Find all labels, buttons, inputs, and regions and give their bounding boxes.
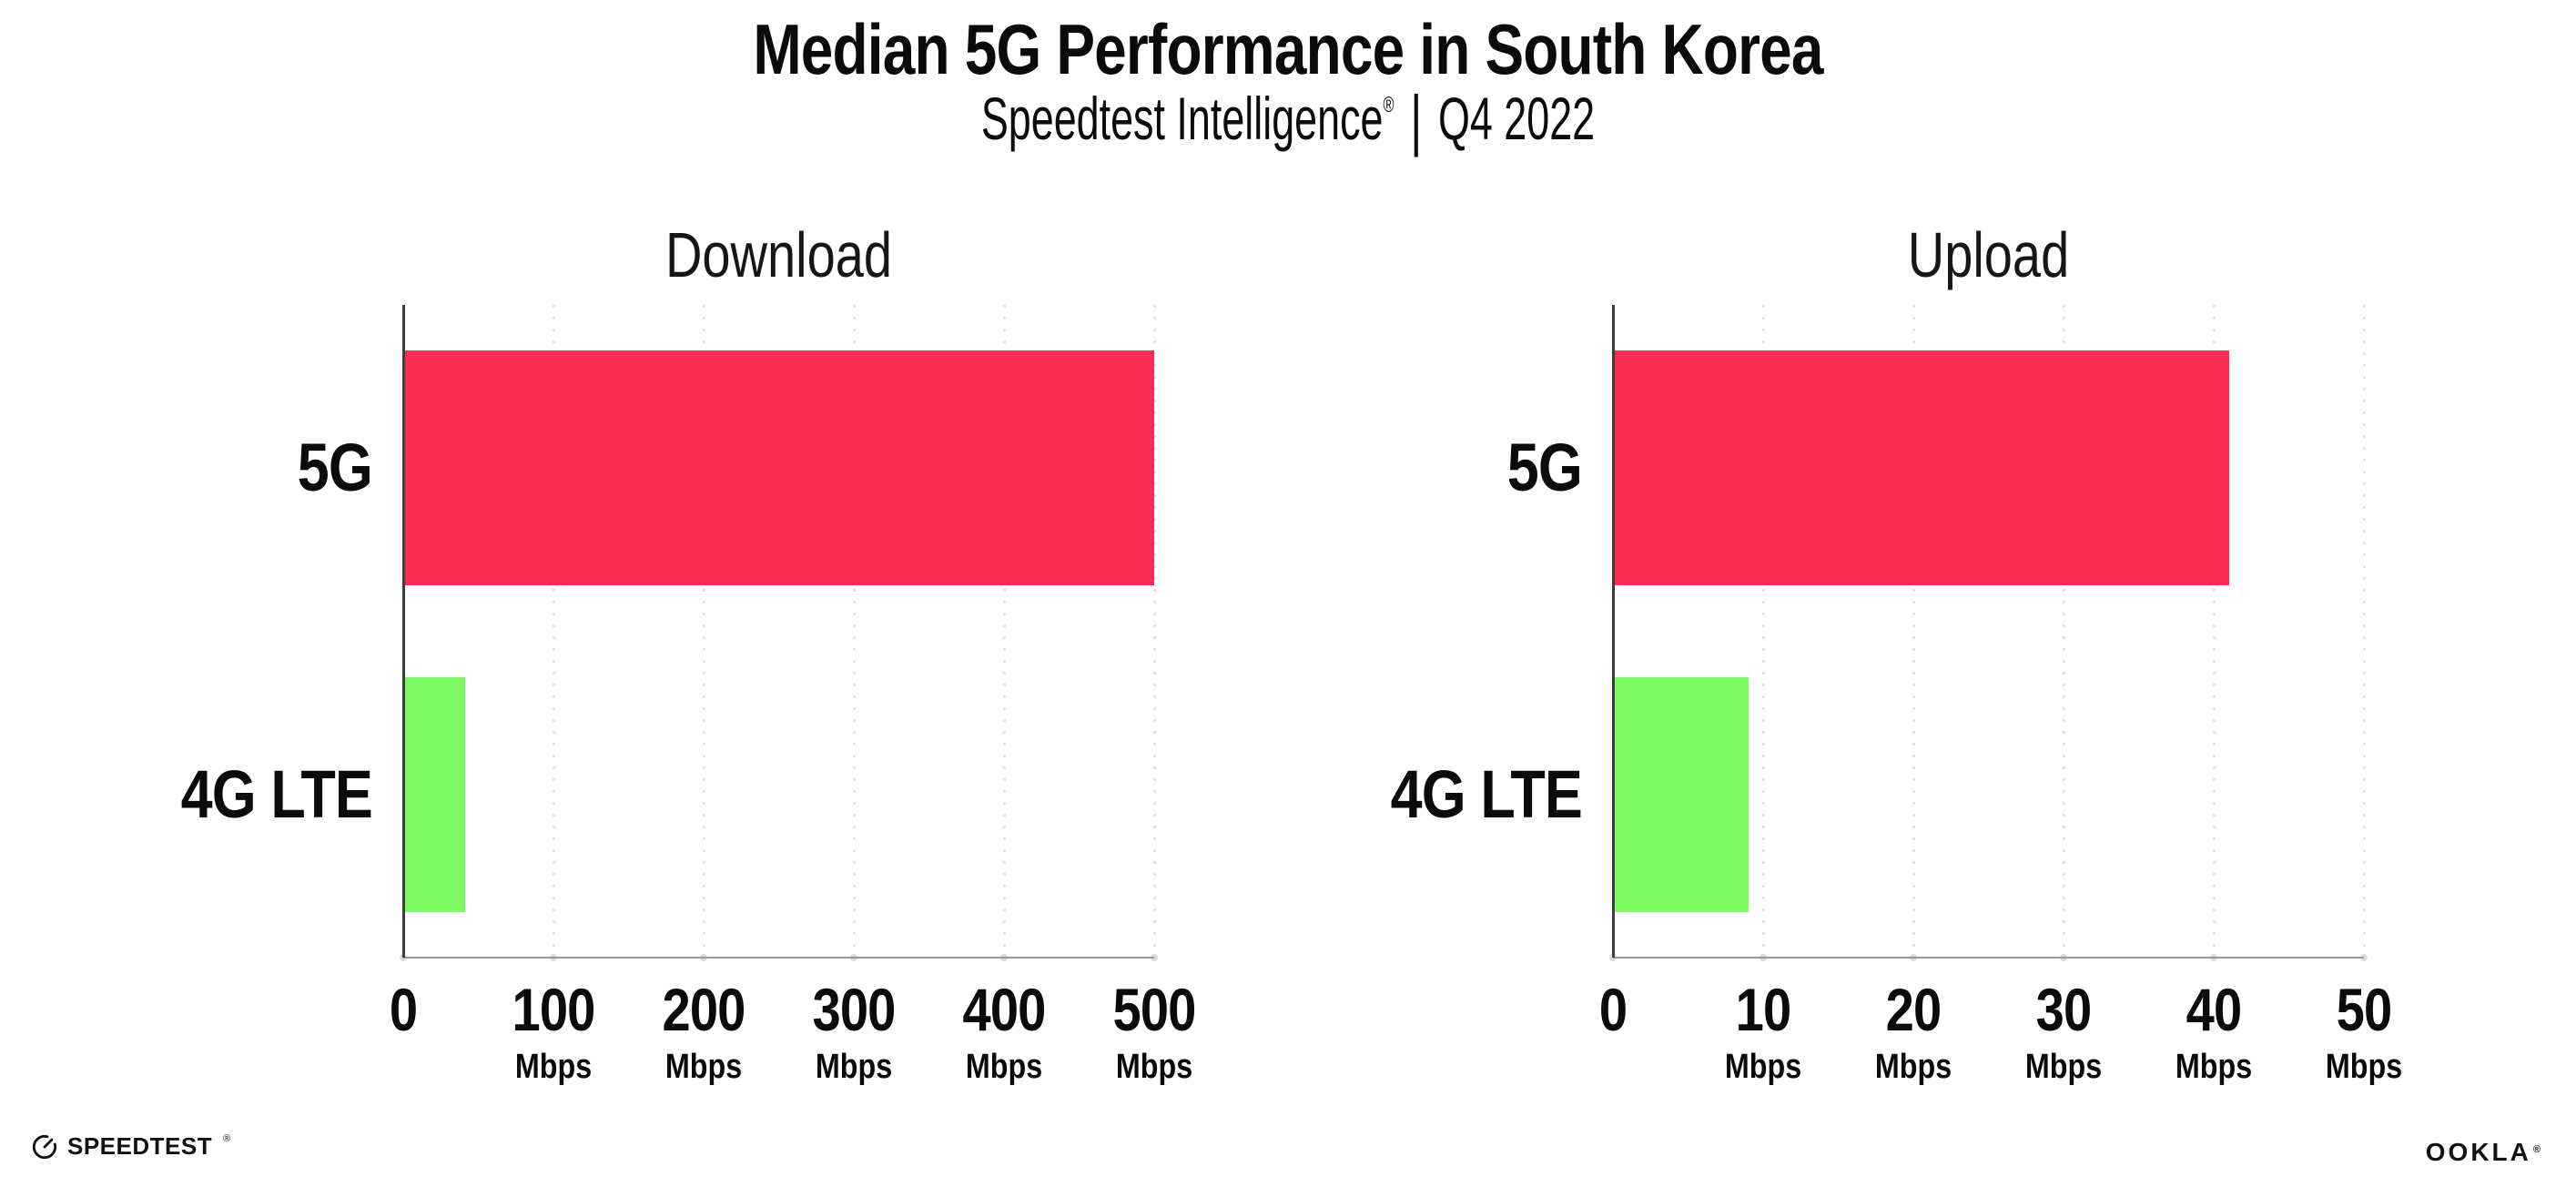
ookla-registered-icon: ® <box>2532 1144 2543 1155</box>
x-tick-label: 20 <box>1885 976 1942 1043</box>
axis-tick-dot <box>2360 954 2368 961</box>
y-axis-line <box>1612 305 1615 958</box>
x-tick-unit: Mbps <box>2024 1048 2103 1086</box>
download-chart-title: Download <box>664 219 893 290</box>
category-label-5g: 5G <box>1506 430 1583 506</box>
gridline <box>1912 305 1915 958</box>
category-label-4g-lte: 4G LTE <box>1390 756 1583 832</box>
gridline <box>1002 305 1006 958</box>
speedtest-wordmark: SPEEDTEST <box>67 1132 213 1160</box>
gridline <box>552 305 555 958</box>
bar-5g <box>405 350 1154 586</box>
registered-trademark-icon: ® <box>1383 93 1394 117</box>
x-axis-line <box>1613 957 2364 959</box>
y-axis-line <box>402 305 405 958</box>
gridline <box>1761 305 1765 958</box>
axis-tick-dot <box>1151 954 1158 961</box>
x-tick-label: 30 <box>2035 976 2093 1043</box>
gridline <box>2212 305 2216 958</box>
ookla-logo: OOKLA ® <box>2426 1138 2543 1167</box>
gridline <box>852 305 856 958</box>
speedtest-gauge-icon <box>31 1133 58 1161</box>
x-tick-unit: Mbps <box>965 1048 1043 1086</box>
x-tick-unit: Mbps <box>2325 1048 2403 1086</box>
upload-chart-title: Upload <box>1907 219 2070 290</box>
category-label-4g-lte: 4G LTE <box>180 756 373 832</box>
subtitle-divider: | <box>1410 82 1423 157</box>
x-tick-unit: Mbps <box>2175 1048 2253 1086</box>
subtitle-brand: Speedtest Intelligence <box>980 85 1384 152</box>
gridline <box>2362 305 2366 958</box>
subtitle-period: Q4 2022 <box>1437 85 1596 152</box>
bar-5g <box>1615 350 2229 586</box>
x-tick-unit: Mbps <box>1874 1048 1952 1086</box>
x-tick-label: 40 <box>2186 976 2243 1043</box>
x-tick-label: 200 <box>662 976 745 1043</box>
x-tick-label: 10 <box>1735 976 1792 1043</box>
category-label-5g: 5G <box>297 430 373 506</box>
x-tick-unit: Mbps <box>664 1048 743 1086</box>
bar-4g-lte <box>405 676 465 912</box>
x-tick-unit: Mbps <box>815 1048 893 1086</box>
x-tick-label: 300 <box>812 976 896 1043</box>
x-tick-unit: Mbps <box>514 1048 593 1086</box>
page-title: Median 5G Performance in South Korea <box>753 9 1823 89</box>
speedtest-logo: SPEEDTEST ® <box>31 1132 230 1161</box>
speedtest-registered-icon: ® <box>223 1132 231 1144</box>
page-subtitle: Speedtest Intelligence® | Q4 2022 <box>412 80 2164 171</box>
x-tick-unit: Mbps <box>1115 1048 1193 1086</box>
x-tick-unit: Mbps <box>1724 1048 1802 1086</box>
x-tick-label: 500 <box>1112 976 1196 1043</box>
gridline <box>2062 305 2065 958</box>
gridline <box>702 305 705 958</box>
x-tick-label: 100 <box>512 976 595 1043</box>
ookla-wordmark: OOKLA <box>2425 1138 2531 1166</box>
x-tick-label: 0 <box>389 976 418 1043</box>
x-tick-label: 0 <box>1598 976 1628 1043</box>
gridline <box>1152 305 1156 958</box>
x-tick-label: 400 <box>962 976 1046 1043</box>
x-tick-label: 50 <box>2336 976 2393 1043</box>
bar-4g-lte <box>1615 676 1749 912</box>
x-axis-line <box>403 957 1154 959</box>
